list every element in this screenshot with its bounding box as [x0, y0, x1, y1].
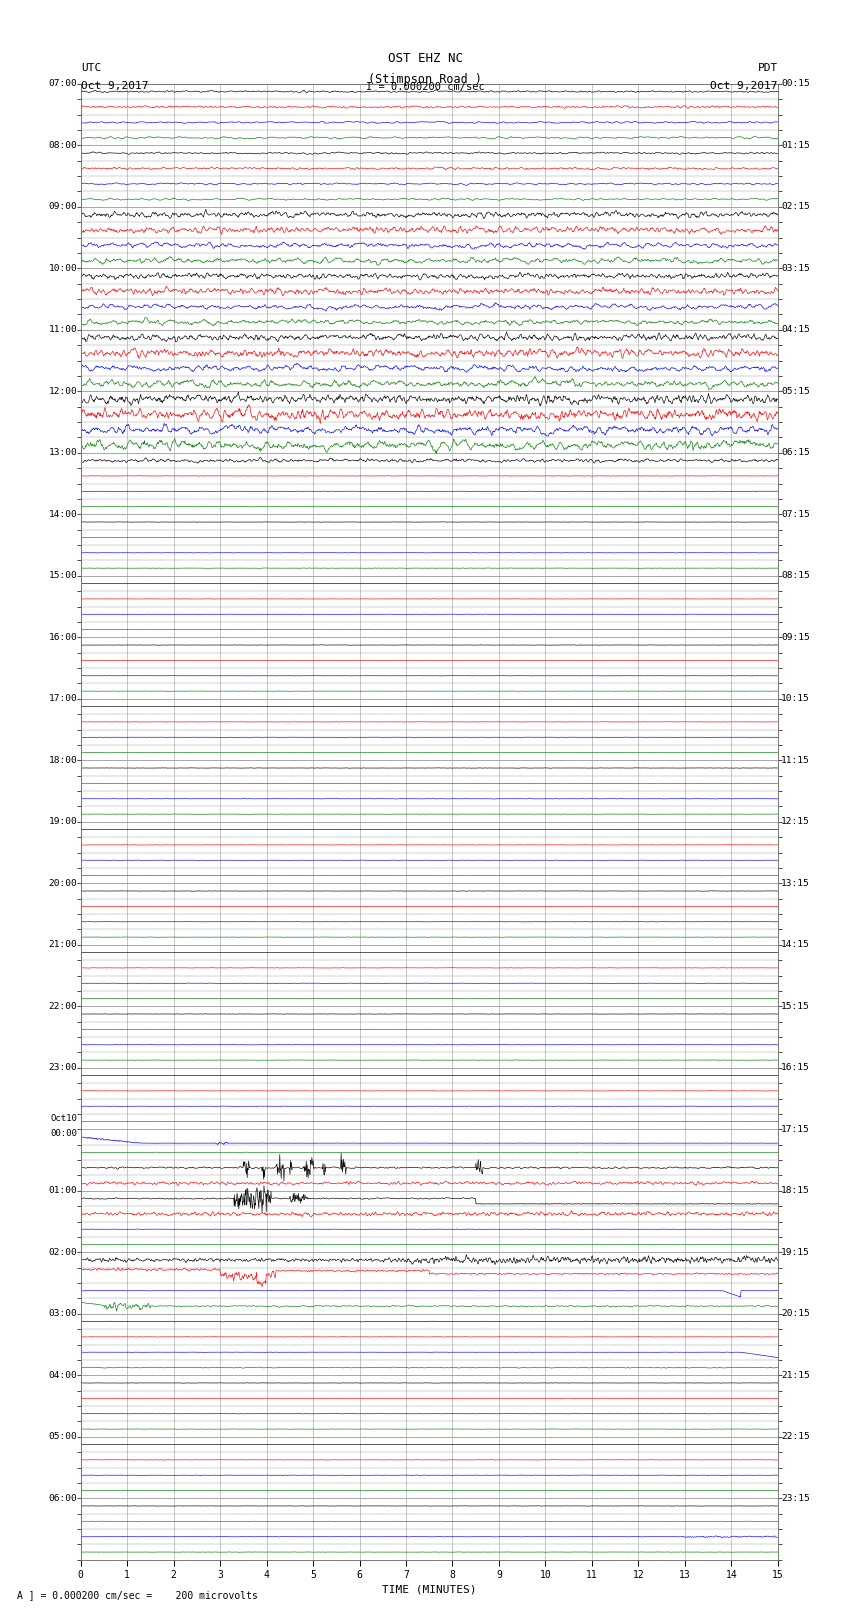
Text: 03:15: 03:15 [781, 265, 810, 273]
Text: 02:15: 02:15 [781, 202, 810, 211]
Text: 13:15: 13:15 [781, 879, 810, 887]
Text: 10:15: 10:15 [781, 694, 810, 703]
Text: 15:15: 15:15 [781, 1002, 810, 1011]
Text: 13:00: 13:00 [48, 448, 77, 458]
Text: 22:15: 22:15 [781, 1432, 810, 1442]
Text: A ] = 0.000200 cm/sec =    200 microvolts: A ] = 0.000200 cm/sec = 200 microvolts [17, 1590, 258, 1600]
Text: 11:00: 11:00 [48, 326, 77, 334]
Text: 21:00: 21:00 [48, 940, 77, 950]
Text: 01:15: 01:15 [781, 140, 810, 150]
Text: 02:00: 02:00 [48, 1248, 77, 1257]
Text: 04:00: 04:00 [48, 1371, 77, 1379]
Text: 09:00: 09:00 [48, 202, 77, 211]
Text: 16:00: 16:00 [48, 632, 77, 642]
Text: 14:00: 14:00 [48, 510, 77, 519]
Text: 21:15: 21:15 [781, 1371, 810, 1379]
Text: 15:00: 15:00 [48, 571, 77, 581]
Text: 05:15: 05:15 [781, 387, 810, 395]
Text: 07:15: 07:15 [781, 510, 810, 519]
Text: 00:00: 00:00 [50, 1129, 77, 1139]
Text: (Stimpson Road ): (Stimpson Road ) [368, 73, 482, 85]
Text: 06:15: 06:15 [781, 448, 810, 458]
Text: 05:00: 05:00 [48, 1432, 77, 1442]
Text: 17:15: 17:15 [781, 1124, 810, 1134]
Text: UTC: UTC [81, 63, 101, 73]
Text: 20:00: 20:00 [48, 879, 77, 887]
Text: 10:00: 10:00 [48, 265, 77, 273]
Text: 03:00: 03:00 [48, 1310, 77, 1318]
Text: Oct 9,2017: Oct 9,2017 [711, 81, 778, 90]
Text: 23:15: 23:15 [781, 1494, 810, 1503]
Text: 12:00: 12:00 [48, 387, 77, 395]
Text: 01:00: 01:00 [48, 1186, 77, 1195]
Text: 11:15: 11:15 [781, 756, 810, 765]
X-axis label: TIME (MINUTES): TIME (MINUTES) [382, 1584, 477, 1594]
Text: 08:15: 08:15 [781, 571, 810, 581]
Text: 16:15: 16:15 [781, 1063, 810, 1073]
Text: 12:15: 12:15 [781, 818, 810, 826]
Text: 00:15: 00:15 [781, 79, 810, 89]
Text: 17:00: 17:00 [48, 694, 77, 703]
Text: OST EHZ NC: OST EHZ NC [388, 52, 462, 65]
Text: 07:00: 07:00 [48, 79, 77, 89]
Text: 06:00: 06:00 [48, 1494, 77, 1503]
Text: 19:00: 19:00 [48, 818, 77, 826]
Text: 14:15: 14:15 [781, 940, 810, 950]
Text: 20:15: 20:15 [781, 1310, 810, 1318]
Text: PDT: PDT [757, 63, 778, 73]
Text: 08:00: 08:00 [48, 140, 77, 150]
Text: 19:15: 19:15 [781, 1248, 810, 1257]
Text: 22:00: 22:00 [48, 1002, 77, 1011]
Text: Oct 9,2017: Oct 9,2017 [81, 81, 148, 90]
Text: 18:15: 18:15 [781, 1186, 810, 1195]
Text: 04:15: 04:15 [781, 326, 810, 334]
Text: 18:00: 18:00 [48, 756, 77, 765]
Text: 23:00: 23:00 [48, 1063, 77, 1073]
Text: Oct10: Oct10 [50, 1115, 77, 1123]
Text: 09:15: 09:15 [781, 632, 810, 642]
Text: I = 0.000200 cm/sec: I = 0.000200 cm/sec [366, 82, 484, 92]
